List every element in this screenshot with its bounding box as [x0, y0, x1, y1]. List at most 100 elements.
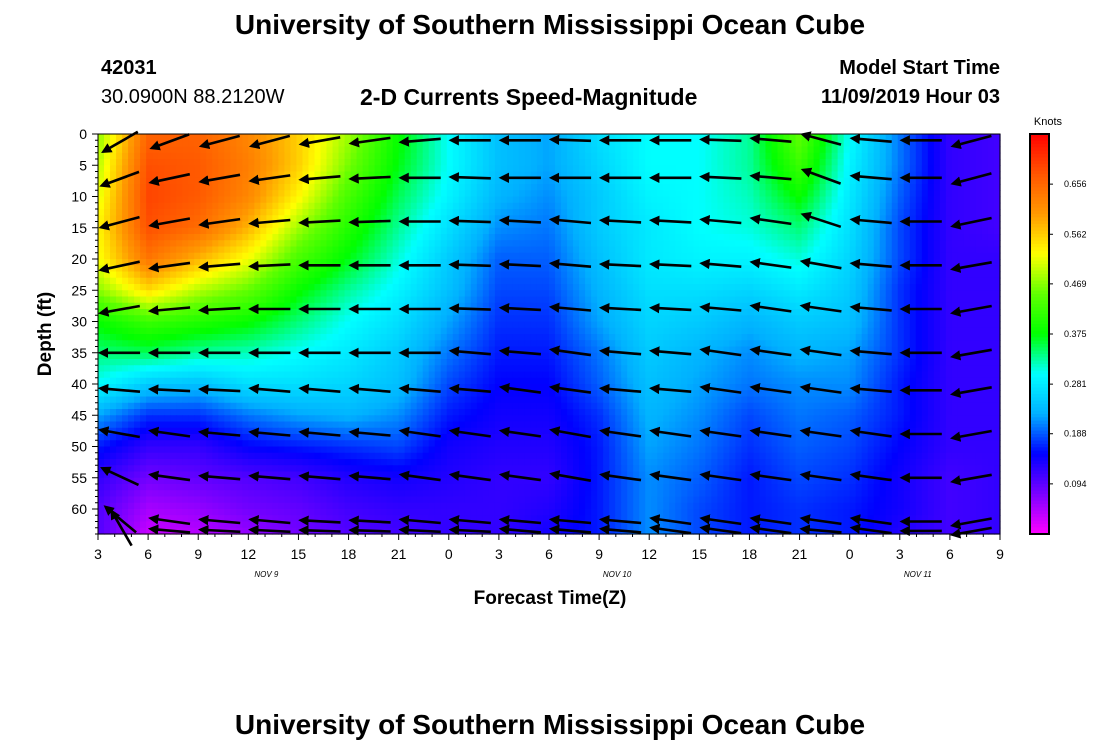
heatmap-cell [200, 152, 207, 160]
heatmap-cell [561, 202, 568, 210]
heatmap-cell [801, 202, 809, 210]
heatmap-cell [140, 334, 147, 341]
heatmap-cell [470, 265, 478, 273]
heatmap-cell [122, 309, 129, 316]
heatmap-cell [458, 240, 466, 248]
heatmap-cell [777, 134, 785, 141]
heatmap-cell [332, 240, 340, 248]
heatmap-cell [651, 196, 658, 204]
heatmap-cell [380, 184, 388, 191]
heatmap-cell [549, 259, 556, 266]
heatmap-cell [242, 221, 249, 229]
heatmap-cell [530, 146, 538, 154]
heatmap-cell [627, 221, 634, 229]
heatmap-cell [921, 140, 929, 148]
heatmap-cell [915, 259, 923, 266]
heatmap-cell [927, 227, 935, 235]
heatmap-cell [897, 159, 905, 166]
heatmap-cell [987, 202, 995, 210]
heatmap-cell [506, 202, 514, 210]
heatmap-cell [627, 184, 634, 191]
heatmap-cell [573, 209, 580, 216]
heatmap-cell [422, 271, 430, 279]
heatmap-cell [717, 284, 724, 291]
heatmap-cell [236, 327, 243, 335]
heatmap-cell [128, 265, 135, 273]
heatmap-cell [795, 215, 803, 223]
heatmap-cell [867, 290, 875, 298]
heatmap-cell [422, 240, 430, 248]
heatmap-cell [627, 290, 634, 298]
heatmap-cell [500, 309, 508, 316]
heatmap-cell [512, 140, 520, 148]
heatmap-cell [392, 246, 400, 254]
heatmap-cell [374, 190, 382, 198]
heatmap-cell [957, 277, 965, 285]
heatmap-cell [801, 334, 809, 341]
heatmap-cell [639, 215, 646, 223]
heatmap-cell [987, 296, 995, 304]
heatmap-cell [591, 302, 598, 310]
heatmap-cell [176, 159, 183, 166]
heatmap-cell [669, 334, 676, 341]
heatmap-cell [801, 221, 809, 229]
heatmap-cell [879, 152, 887, 160]
heatmap-cell [711, 171, 718, 179]
heatmap-cell [861, 296, 869, 304]
heatmap-cell [470, 202, 478, 210]
heatmap-cell [422, 209, 430, 216]
heatmap-cell [963, 140, 971, 148]
heatmap-cell [98, 202, 105, 210]
heatmap-cell [206, 340, 213, 348]
heatmap-cell [615, 327, 622, 335]
heatmap-cell [885, 302, 893, 310]
heatmap-cell [771, 327, 779, 335]
heatmap-cell [308, 284, 316, 291]
heatmap-cell [224, 152, 231, 160]
heatmap-cell [308, 259, 316, 266]
heatmap-cell [260, 296, 267, 304]
heatmap-cell [801, 227, 809, 235]
heatmap-cell [242, 146, 249, 154]
heatmap-cell [795, 284, 803, 291]
heatmap-cell [573, 302, 580, 310]
heatmap-cell [933, 246, 941, 254]
heatmap-cell [482, 271, 490, 279]
heatmap-cell [663, 315, 670, 323]
heatmap-cell [885, 165, 893, 173]
heatmap-cell [434, 302, 442, 310]
heatmap-cell [410, 277, 418, 285]
heatmap-cell [987, 334, 995, 341]
heatmap-cell [561, 215, 568, 223]
heatmap-cell [308, 271, 316, 279]
heatmap-cell [771, 277, 779, 285]
heatmap-cell [434, 159, 442, 166]
heatmap-cell [194, 265, 201, 273]
heatmap-cell [693, 209, 700, 216]
heatmap-cell [110, 184, 117, 191]
heatmap-cell [428, 152, 436, 160]
heatmap-cell [783, 309, 791, 316]
heatmap-cell [188, 234, 195, 241]
heatmap-cell [885, 234, 893, 241]
heatmap-cell [194, 334, 201, 341]
heatmap-cell [272, 209, 279, 216]
heatmap-cell [176, 309, 183, 316]
heatmap-cell [380, 284, 388, 291]
heatmap-cell [885, 146, 893, 154]
heatmap-cell [494, 284, 502, 291]
heatmap-cell [933, 215, 941, 223]
heatmap-cell [518, 215, 526, 223]
heatmap-cell [260, 315, 267, 323]
heatmap-cell [831, 246, 839, 254]
heatmap-cell [621, 259, 628, 266]
heatmap-cell [585, 296, 592, 304]
heatmap-cell [909, 196, 917, 204]
heatmap-cell [813, 159, 821, 166]
heatmap-cell [723, 134, 730, 141]
heatmap-cell [633, 252, 640, 260]
heatmap-cell [825, 290, 833, 298]
heatmap-cell [825, 309, 833, 316]
heatmap-cell [561, 315, 568, 323]
heatmap-cell [230, 165, 237, 173]
